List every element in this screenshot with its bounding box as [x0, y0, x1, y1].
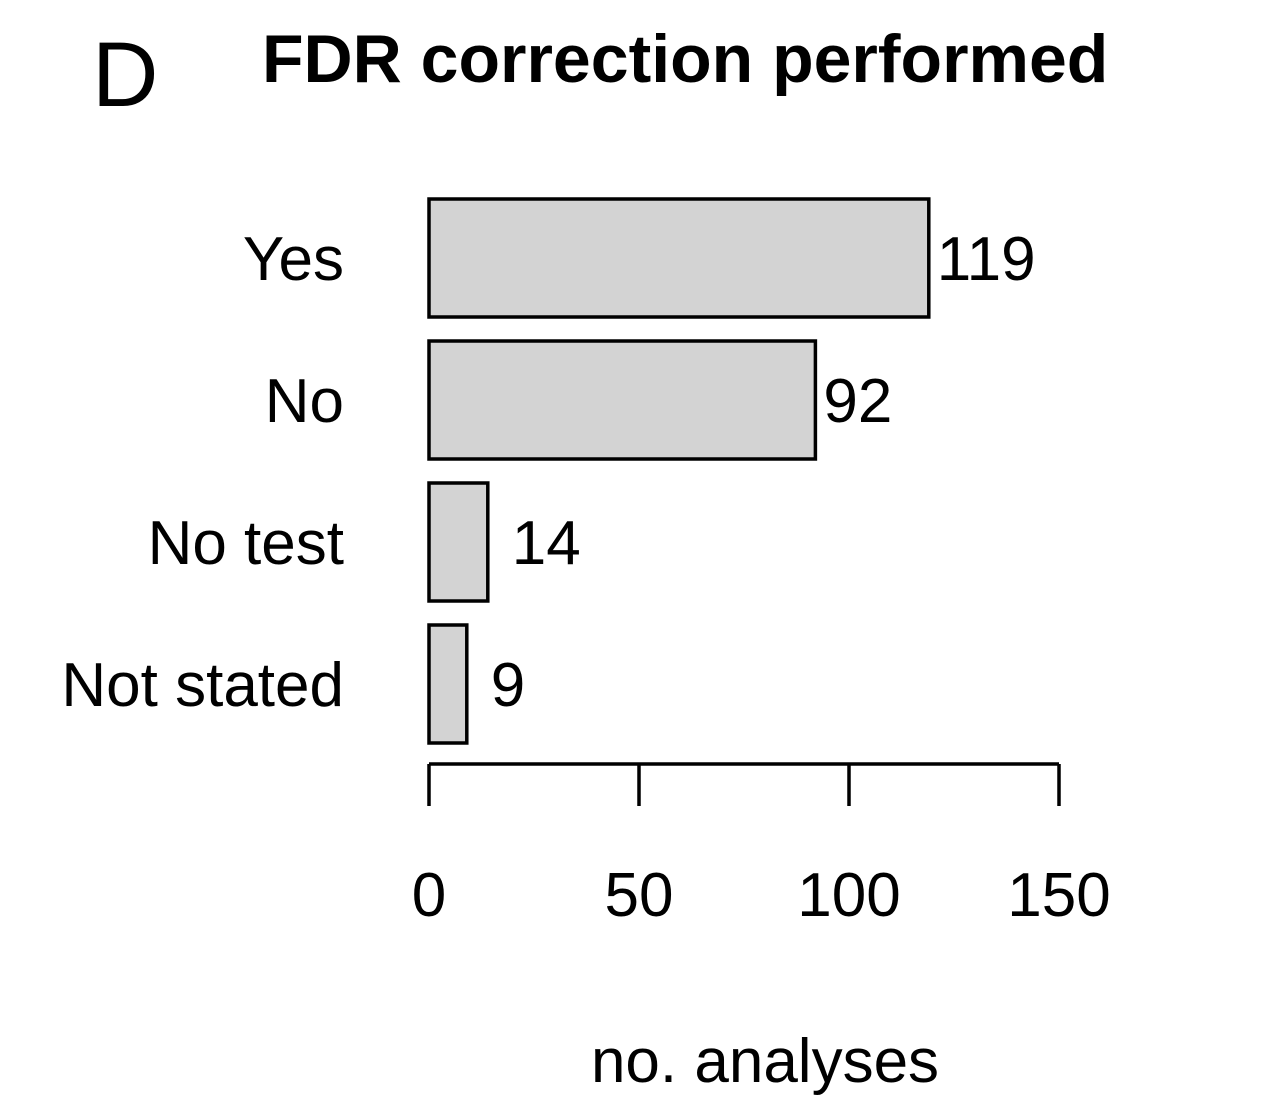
panel-label: D: [92, 24, 158, 126]
category-label: No: [265, 367, 344, 436]
bars-group: Yes 119 No 92 No test 14 Not stated 9: [61, 197, 1036, 745]
bar: [427, 339, 818, 461]
bar: [427, 481, 490, 603]
value-label: 92: [823, 367, 892, 436]
x-axis: 0 50 100 150: [412, 762, 1111, 930]
value-label: 14: [512, 509, 581, 578]
category-label: No test: [148, 509, 344, 578]
chart-title: FDR correction performed: [262, 21, 1108, 97]
value-label: 9: [491, 651, 525, 720]
category-label: Not stated: [61, 651, 344, 720]
x-tick-label: 150: [1007, 861, 1110, 930]
x-axis-title: no. analyses: [591, 1027, 939, 1096]
value-label: 119: [937, 225, 1036, 294]
bar: [427, 197, 931, 319]
x-tick-label: 100: [797, 861, 900, 930]
x-tick-label: 50: [605, 861, 674, 930]
category-label: Yes: [243, 225, 344, 294]
x-tick-label: 0: [412, 861, 446, 930]
bar: [427, 623, 469, 745]
